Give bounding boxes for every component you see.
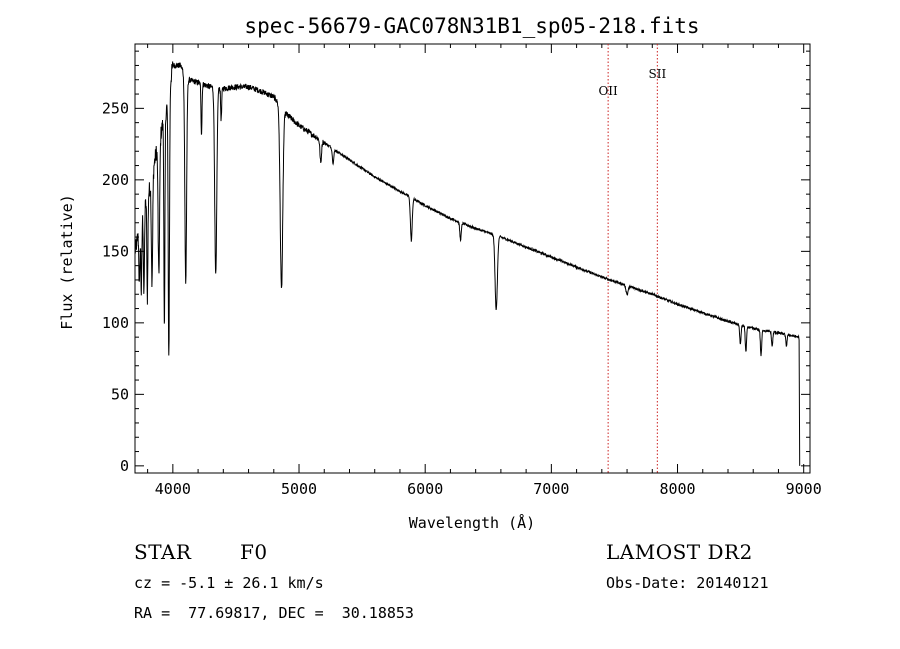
x-tick-label: 4000 [155, 480, 191, 498]
object-class: STAR [134, 540, 192, 564]
sky-line-label-oii: OII [598, 84, 618, 98]
chart-title: spec-56679-GAC078N31B1_sp05-218.fits [244, 14, 699, 38]
x-tick-label: 7000 [533, 480, 569, 498]
coordinates: RA = 77.69817, DEC = 30.18853 [134, 604, 414, 622]
x-tick-label: 9000 [786, 480, 822, 498]
x-tick-label: 5000 [281, 480, 317, 498]
obs-date: Obs-Date: 20140121 [606, 574, 769, 592]
survey-name: LAMOST DR2 [606, 540, 753, 564]
y-tick-label: 50 [111, 385, 129, 403]
y-tick-label: 250 [102, 99, 129, 117]
plot-area: 4000 5000 6000 7000 8000 9000 0 50 100 150 200 250 O… [102, 43, 822, 498]
x-tick-label: 6000 [407, 480, 443, 498]
y-tick-label: 0 [120, 457, 129, 475]
y-tick-label: 100 [102, 314, 129, 332]
sky-line-label-sii: SII [648, 67, 666, 81]
y-tick-label: 150 [102, 242, 129, 260]
x-tick-label: 8000 [659, 480, 695, 498]
x-axis-label: Wavelength (Å) [409, 513, 535, 532]
plot-frame [134, 43, 811, 474]
y-tick-label: 200 [102, 171, 129, 189]
object-subclass: F0 [240, 540, 268, 564]
spectrum-line [134, 61, 801, 466]
redshift-readout: cz = -5.1 ± 26.1 km/s [134, 574, 324, 592]
y-axis-label: Flux (relative) [58, 194, 76, 329]
